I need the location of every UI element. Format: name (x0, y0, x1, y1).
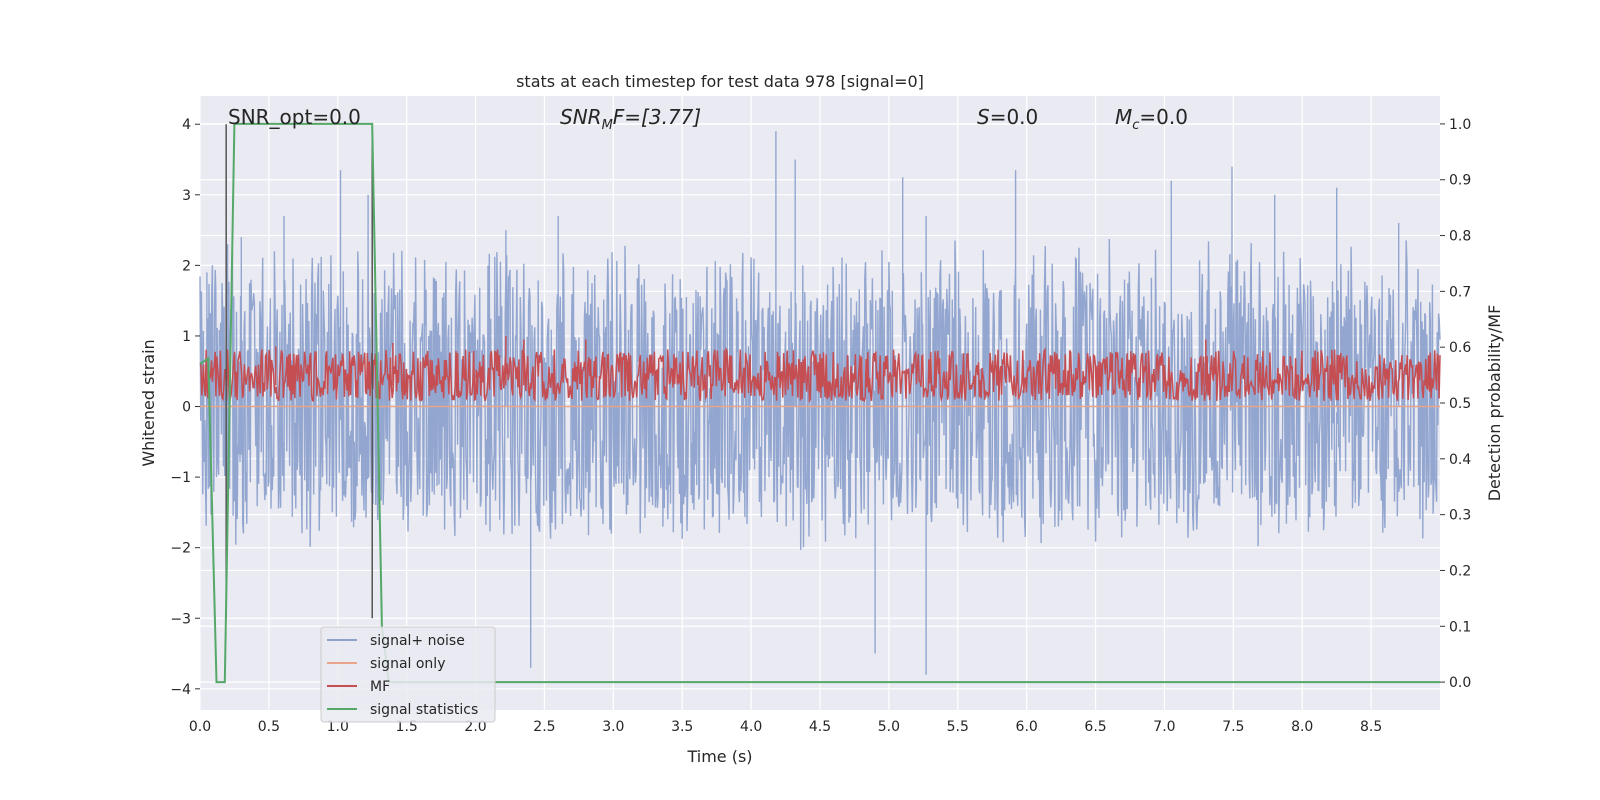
y2-tick-label: 1.0 (1449, 117, 1471, 133)
s-label: S (977, 105, 990, 129)
x-tick-label: 3.0 (602, 719, 624, 735)
mc-base: M (1115, 105, 1132, 129)
mf-line (199, 336, 1441, 404)
x-tick-label: 5.5 (947, 719, 969, 735)
y-tick-label: −1 (170, 470, 191, 486)
y2-tick-label: 0.2 (1449, 563, 1471, 579)
mc-value: =0.0 (1139, 105, 1188, 129)
snr-mf-rest: F=[3.77] (613, 105, 701, 129)
y-tick-label: 2 (182, 258, 191, 274)
snr-mf-base: SNR (560, 105, 602, 129)
legend-label-signal-statistics: signal statistics (370, 702, 478, 718)
legend-label-signal-noise: signal+ noise (370, 633, 465, 649)
y2-tick-label: 0.9 (1449, 173, 1471, 189)
x-tick-label: 2.5 (533, 719, 555, 735)
y2-tick-label: 0.0 (1449, 675, 1471, 691)
chart-title: stats at each timestep for test data 978… (516, 72, 924, 91)
x-tick-label: 0.5 (258, 719, 280, 735)
x-tick-label: 6.0 (1016, 719, 1038, 735)
x-tick-label: 1.0 (327, 719, 349, 735)
snr-mf-sub: M (602, 118, 613, 133)
x-tick-label: 5.0 (878, 719, 900, 735)
y2-tick-label: 0.5 (1449, 396, 1471, 412)
legend-box (320, 626, 496, 723)
s-value: =0.0 (990, 105, 1039, 129)
y2-axis-label: Detection probability/MF (1485, 305, 1504, 502)
x-tick-label: 0.0 (189, 719, 211, 735)
legend: signal+ noise signal only MF signal stat… (320, 626, 496, 723)
x-tick-label: 4.0 (740, 719, 762, 735)
vertical-markers (225, 124, 373, 619)
x-tick-label: 2.0 (464, 719, 486, 735)
y-tick-label: −4 (170, 682, 191, 698)
x-axis-label: Time (s) (686, 747, 752, 766)
y-tick-label: 1 (182, 329, 191, 345)
legend-label-signal-only: signal only (370, 656, 445, 672)
y2-tick-label: 0.8 (1449, 229, 1471, 245)
x-tick-label: 8.5 (1360, 719, 1382, 735)
x-tick-label: 1.5 (396, 719, 418, 735)
x-tick-label: 6.5 (1084, 719, 1106, 735)
annotation-snr-mf: SNRMF=[3.77] (560, 105, 701, 133)
y2-tick-label: 0.7 (1449, 284, 1471, 300)
y-axis-label: Whitened strain (139, 339, 158, 466)
y-tick-label: 3 (182, 188, 191, 204)
x-tick-label: 7.5 (1222, 719, 1244, 735)
x-tick-label: 7.0 (1153, 719, 1175, 735)
annotation-mc: Mc=0.0 (1115, 105, 1188, 133)
y-tick-label: −2 (170, 541, 191, 557)
axis-ticks: 0.0 0.5 1.0 1.5 2.0 2.5 3.0 3.5 4.0 4.5 5.0 5.5 6.0 6… (170, 117, 1471, 735)
annotation-s: S=0.0 (977, 105, 1038, 129)
y2-tick-label: 0.1 (1449, 619, 1471, 635)
y2-tick-label: 0.6 (1449, 340, 1471, 356)
y-tick-label: −3 (170, 611, 191, 627)
x-tick-label: 3.5 (671, 719, 693, 735)
y2-tick-label: 0.4 (1449, 452, 1471, 468)
legend-label-mf: MF (370, 679, 390, 695)
y2-tick-label: 0.3 (1449, 508, 1471, 524)
y-tick-label: 4 (182, 117, 191, 133)
annotation-snr-opt: SNR_opt=0.0 (228, 105, 361, 129)
y-tick-label: 0 (182, 400, 191, 416)
x-tick-label: 4.5 (809, 719, 831, 735)
series-mf (199, 336, 1441, 404)
mc-sub: c (1132, 118, 1139, 133)
x-tick-label: 8.0 (1291, 719, 1313, 735)
